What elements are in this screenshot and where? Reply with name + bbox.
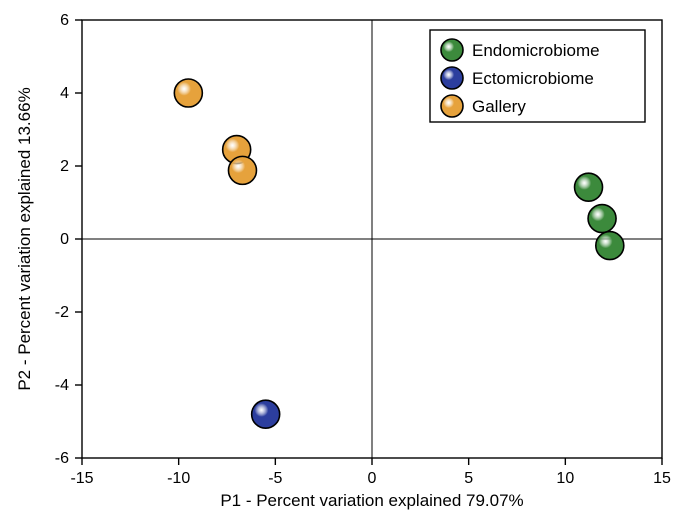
- legend-swatch: [441, 95, 463, 117]
- y-tick-label: 4: [60, 85, 69, 102]
- legend-label: Gallery: [472, 97, 526, 116]
- data-point: [252, 400, 280, 428]
- data-point: [228, 156, 256, 184]
- y-tick-label: -4: [55, 377, 69, 394]
- data-point: [596, 232, 624, 260]
- data-point: [174, 79, 202, 107]
- y-tick-label: -6: [55, 450, 69, 467]
- x-tick-label: -5: [268, 470, 282, 487]
- legend-label: Ectomicrobiome: [472, 69, 594, 88]
- x-tick-label: 0: [368, 470, 377, 487]
- data-point: [588, 205, 616, 233]
- data-point: [575, 173, 603, 201]
- legend-swatch: [441, 67, 463, 89]
- legend-swatch: [441, 39, 463, 61]
- y-tick-label: -2: [55, 304, 69, 321]
- x-tick-label: -15: [70, 470, 93, 487]
- x-tick-label: 10: [556, 470, 574, 487]
- y-tick-label: 0: [60, 231, 69, 248]
- x-tick-label: 5: [464, 470, 473, 487]
- pca-scatter-chart: -15 -10 -5 0 5 10 15 -6 -4 -2 0 2 4 6 P1 - Percent var…: [0, 0, 700, 521]
- chart-svg: -15 -10 -5 0 5 10 15 -6 -4 -2 0 2 4 6 P1 - Percent var…: [0, 0, 700, 521]
- y-tick-label: 6: [60, 12, 69, 29]
- legend-label: Endomicrobiome: [472, 41, 600, 60]
- y-tick-label: 2: [60, 158, 69, 175]
- x-tick-label: 15: [653, 470, 671, 487]
- x-axis-label: P1 - Percent variation explained 79.07%: [220, 491, 523, 510]
- y-axis-label: P2 - Percent variation explained 13.66%: [15, 87, 34, 390]
- x-tick-label: -10: [167, 470, 190, 487]
